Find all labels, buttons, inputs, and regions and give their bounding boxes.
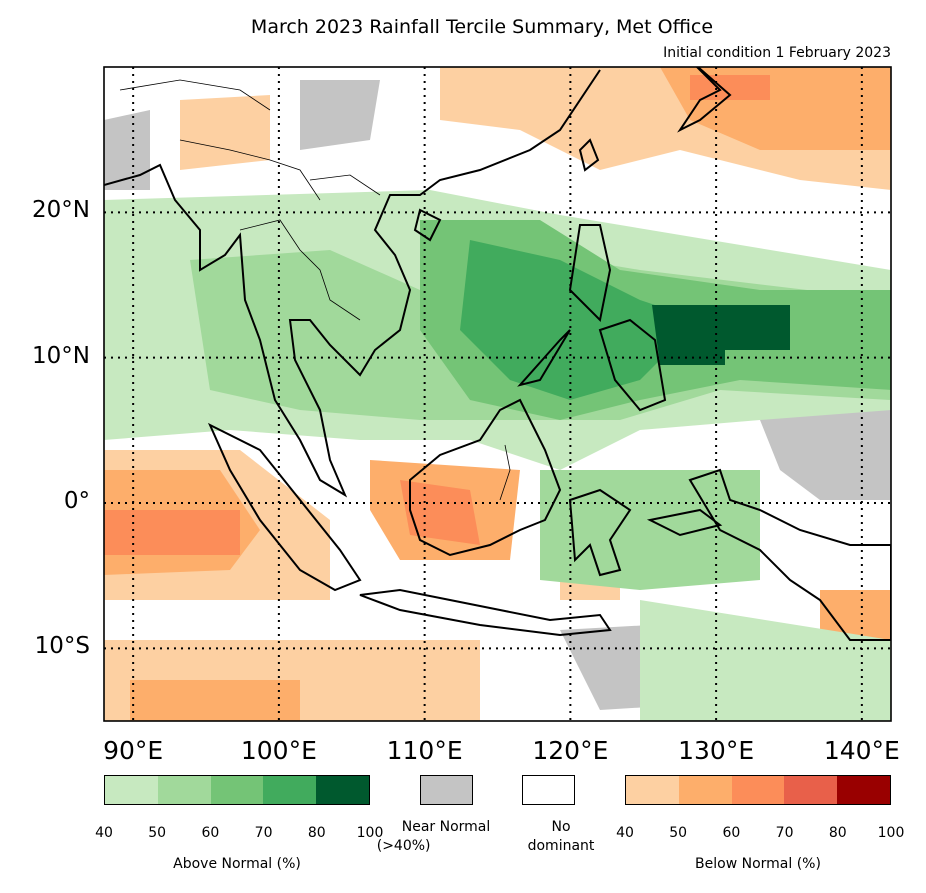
region-above-normal-east-south: [640, 600, 891, 721]
region-above-normal-70: [460, 240, 700, 400]
region-near-normal-east: [760, 410, 891, 500]
region-below-normal-borneo-dark: [400, 480, 480, 545]
region-below-normal-south-mid: [130, 680, 300, 721]
lon-tick-label: 120°E: [532, 736, 609, 765]
map-subtitle: Initial condition 1 February 2023: [663, 45, 891, 61]
colorbar-tick-label: 50: [669, 825, 688, 841]
region-near-normal-nw: [300, 80, 380, 150]
colorbar-segment: [316, 776, 369, 804]
colorbar-tick-label: 70: [254, 825, 273, 841]
below-normal-colorbar: [625, 775, 891, 805]
no-dominant-swatch: [522, 775, 575, 805]
colorbar-segment: [105, 776, 158, 804]
colorbar-tick-label: 40: [95, 825, 113, 841]
colorbar-tick-label: 70: [775, 825, 794, 841]
lat-tick-label: 0°: [63, 488, 90, 514]
above-normal-colorbar: [104, 775, 370, 805]
lon-tick-label: 130°E: [678, 736, 755, 765]
colorbar-tick-label: 60: [201, 825, 220, 841]
near-normal-label: Near Normal (>40%): [376, 819, 491, 854]
below-normal-title: Below Normal (%): [695, 856, 821, 872]
colorbar-segment: [157, 776, 211, 804]
lat-tick-label: 20°N: [32, 197, 90, 224]
colorbar-segment: [626, 776, 679, 804]
lat-tick-label: 10°S: [34, 633, 90, 660]
colorbar-tick-label: 80: [828, 825, 847, 841]
above-normal-title: Above Normal (%): [173, 856, 301, 872]
lon-tick-label: 110°E: [386, 736, 463, 765]
country-borders: [119, 79, 511, 501]
lat-tick-label: 10°N: [32, 342, 90, 369]
map-frame: [103, 66, 892, 722]
lon-tick-label: 100°E: [240, 736, 317, 765]
region-below-normal-indian-ocean-dark: [104, 510, 240, 555]
colorbar-segment: [837, 776, 890, 804]
colorbar-tick-label: 100: [356, 825, 384, 841]
gridlines: [104, 67, 891, 721]
region-below-normal-east: [820, 590, 891, 640]
colorbar-tick-label: 60: [722, 825, 741, 841]
colorbar-segment: [678, 776, 732, 804]
colorbar-segment: [210, 776, 264, 804]
colorbar-tick-label: 100: [877, 825, 905, 841]
colorbar-tick-label: 50: [148, 825, 167, 841]
region-near-normal-north: [104, 110, 150, 190]
near-normal-swatch: [420, 775, 473, 805]
colorbar-tick-label: 80: [307, 825, 326, 841]
lon-tick-label: 140°E: [823, 736, 900, 765]
map-title: March 2023 Rainfall Tercile Summary, Met…: [250, 16, 714, 38]
no-dominant-label: No dominant: [527, 819, 595, 854]
colorbar-segment: [784, 776, 838, 804]
coastlines: [104, 67, 891, 641]
region-above-normal-80: [652, 305, 790, 365]
colorbar-segment: [263, 776, 317, 804]
region-below-normal-tibet: [180, 95, 270, 170]
lon-tick-label: 90°E: [103, 736, 164, 765]
colorbar-segment: [731, 776, 785, 804]
colorbar-tick-label: 40: [616, 825, 634, 841]
